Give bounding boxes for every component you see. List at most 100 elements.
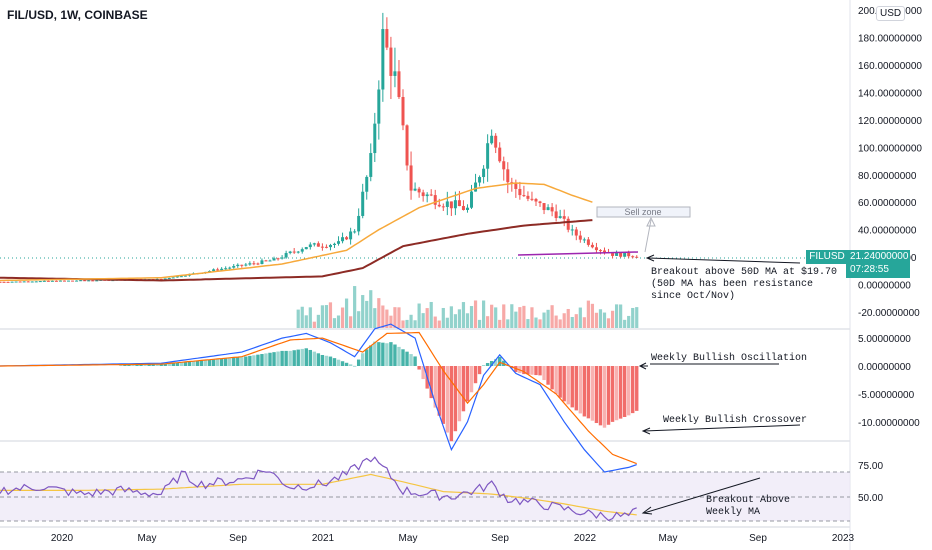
- candle-body: [365, 176, 369, 192]
- macd-hist-bar: [461, 366, 466, 412]
- macd-hist-bar: [316, 353, 321, 366]
- candle-body: [631, 256, 635, 258]
- candle-body: [486, 143, 490, 169]
- volume-bar: [457, 309, 462, 328]
- volume-bar: [361, 295, 365, 328]
- rsi-breakout-line-2: Weekly MA: [706, 506, 760, 518]
- macd-hist-bar: [602, 366, 607, 428]
- volume-bar: [324, 305, 329, 328]
- macd-hist-bar: [578, 366, 583, 414]
- candle-body: [623, 252, 627, 257]
- macd-hist-bar: [393, 344, 397, 366]
- candle-body: [91, 280, 95, 282]
- volume-bar: [619, 304, 623, 328]
- candle-body: [598, 250, 602, 252]
- price-tick: 100.00000000: [858, 143, 922, 154]
- macd-hist-bar: [127, 364, 131, 366]
- candle-body: [421, 192, 425, 197]
- candle-body: [554, 211, 558, 219]
- candle-body: [163, 278, 167, 280]
- candle-body: [26, 281, 30, 283]
- candle-body: [474, 182, 478, 192]
- price-candles: [0, 12, 639, 283]
- volume-bar: [381, 305, 385, 328]
- candle-body: [54, 280, 58, 282]
- candle-body: [530, 198, 534, 200]
- volume-bar: [437, 320, 441, 328]
- sell-zone-box: [596, 206, 691, 218]
- volume-bar: [316, 314, 320, 328]
- candle-body: [603, 250, 606, 253]
- volume-bar: [486, 316, 490, 328]
- macd-hist-bar: [304, 348, 308, 366]
- rsi-line: [0, 456, 637, 522]
- volume-bar: [522, 305, 526, 328]
- currency-badge[interactable]: USD: [876, 6, 906, 21]
- macd-hist-bar: [352, 365, 357, 367]
- macd-hist-bar: [175, 362, 180, 366]
- macd-hist-bar: [336, 359, 341, 366]
- volume-bar: [461, 302, 466, 328]
- macd-hist-bar: [139, 364, 143, 366]
- candle-body: [514, 182, 518, 189]
- candle-body: [582, 239, 586, 241]
- price-tick: 120.00000000: [858, 116, 922, 127]
- macd-hist-bar: [377, 342, 381, 366]
- candle-body: [175, 276, 179, 278]
- candle-body: [522, 195, 526, 197]
- macd-hist-bar: [574, 366, 578, 411]
- candle-body: [349, 231, 353, 240]
- macd-hist-bar: [296, 349, 300, 366]
- candle-body: [10, 281, 14, 283]
- macd-hist-bar: [236, 357, 240, 366]
- macd-hist-bar: [610, 366, 615, 422]
- volume-bar: [300, 306, 304, 328]
- volume-bar: [377, 298, 381, 328]
- macd-hist-bar: [550, 366, 554, 390]
- candle-body: [268, 260, 272, 262]
- volume-bar: [349, 316, 353, 328]
- macd-hist-bar: [260, 354, 264, 366]
- candle-body: [490, 135, 494, 144]
- volume-bar: [530, 307, 534, 328]
- time-tick: Sep: [229, 533, 247, 544]
- volume-bar: [510, 304, 514, 328]
- rsi-tick: 75.00: [858, 461, 883, 472]
- macd-hist-bar: [437, 366, 441, 416]
- macd-hist-bar: [300, 348, 304, 366]
- candle-body: [67, 280, 71, 282]
- volume-bar: [417, 303, 421, 328]
- macd-hist-bar: [195, 361, 200, 366]
- volume-bar: [328, 302, 333, 328]
- volume-bar: [494, 307, 498, 328]
- volume-bar: [344, 298, 349, 328]
- price-tag: 21.24000000 07:28:55: [846, 250, 910, 278]
- macd-hist-bar: [401, 349, 405, 366]
- candle-countdown: 07:28:55: [850, 264, 889, 275]
- time-tick: 2021: [312, 533, 335, 544]
- macd-hist-bar: [477, 366, 482, 375]
- candle-body: [453, 200, 457, 209]
- macd-hist-bar: [191, 361, 196, 366]
- volume-bar: [308, 307, 312, 328]
- volume-bar: [586, 300, 590, 328]
- breakout-line-2: (50D MA has been resistance: [651, 278, 813, 290]
- price-tick: 140.00000000: [858, 88, 922, 99]
- macd-hist-bar: [264, 353, 268, 366]
- volume-bar: [433, 316, 437, 328]
- candle-body: [34, 281, 38, 283]
- volume-bar: [397, 307, 401, 328]
- macd-hist-bar: [522, 366, 526, 375]
- candle-body: [260, 260, 264, 265]
- candle-body: [179, 276, 183, 278]
- volume-bar: [340, 307, 345, 328]
- candle-body: [615, 253, 619, 256]
- candle-body: [220, 268, 224, 271]
- macd-hist-bar: [155, 364, 159, 366]
- candle-body: [345, 237, 349, 240]
- time-tick: 2023: [832, 533, 855, 544]
- candle-body: [224, 268, 228, 270]
- candle-body: [324, 246, 328, 248]
- price-value: 21.24000000: [850, 251, 909, 262]
